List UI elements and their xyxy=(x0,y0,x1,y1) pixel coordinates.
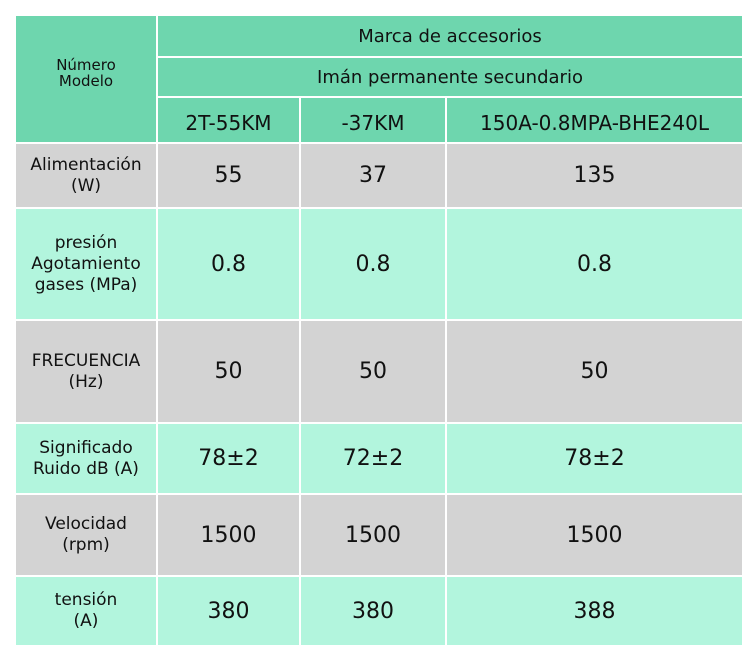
table-cell: 380 xyxy=(158,577,299,645)
row-label-power: Alimentación (W) xyxy=(16,144,156,207)
row-label-noise: Significado Ruido dB (A) xyxy=(16,424,156,493)
table-cell: 50 xyxy=(301,321,445,422)
row-label-line: tensión xyxy=(54,590,118,610)
permanent-magnet-header: Imán permanente secundario xyxy=(158,58,742,96)
table-cell: 50 xyxy=(447,321,742,422)
table-cell: 1500 xyxy=(447,495,742,575)
table-cell: 1500 xyxy=(158,495,299,575)
row-label-line: (W) xyxy=(70,175,102,196)
table-cell: 388 xyxy=(447,577,742,645)
model-header-3: 150A-0.8MPA-BHE240L xyxy=(447,98,742,142)
table-cell: 0.8 xyxy=(158,209,299,319)
row-label-line: Agotamiento xyxy=(31,253,141,274)
row-label-line: gases (MPa) xyxy=(34,274,138,295)
row-label-voltage: tensión (A) xyxy=(16,577,156,645)
table-cell: 72±2 xyxy=(301,424,445,493)
table-cell: 55 xyxy=(158,144,299,207)
row-label-pressure: presión Agotamiento gases (MPa) xyxy=(16,209,156,319)
row-label-line: (A) xyxy=(73,611,99,631)
model-header-2: -37KM xyxy=(301,98,445,142)
table-cell: 1500 xyxy=(301,495,445,575)
table-cell: 0.8 xyxy=(447,209,742,319)
row-label-line: Velocidad xyxy=(45,514,127,534)
row-label-speed: Velocidad (rpm) xyxy=(16,495,156,575)
accessory-brand-header: Marca de accesorios xyxy=(158,16,742,56)
table-cell: 0.8 xyxy=(301,209,445,319)
model-header-1: 2T-55KM xyxy=(158,98,299,142)
row-label-line: Alimentación xyxy=(30,154,142,175)
table-cell: 37 xyxy=(301,144,445,207)
row-label-line: Significado xyxy=(39,437,133,458)
model-number-header: Número Modelo xyxy=(16,16,156,142)
row-label-line: (rpm) xyxy=(62,535,110,555)
table-cell: 50 xyxy=(158,321,299,422)
row-label-line: FRECUENCIA xyxy=(31,350,141,371)
row-label-line: (Hz) xyxy=(68,371,104,392)
row-label-frequency: FRECUENCIA (Hz) xyxy=(16,321,156,422)
corner-label-line: Número xyxy=(56,56,116,74)
row-label-line: Ruido dB (A) xyxy=(33,458,139,479)
corner-label-line: Modelo xyxy=(58,72,114,90)
spec-table: Número Modelo Marca de accesorios Imán p… xyxy=(16,16,742,645)
table-cell: 78±2 xyxy=(447,424,742,493)
table-cell: 135 xyxy=(447,144,742,207)
table-cell: 78±2 xyxy=(158,424,299,493)
row-label-line: presión xyxy=(54,232,118,253)
table-cell: 380 xyxy=(301,577,445,645)
